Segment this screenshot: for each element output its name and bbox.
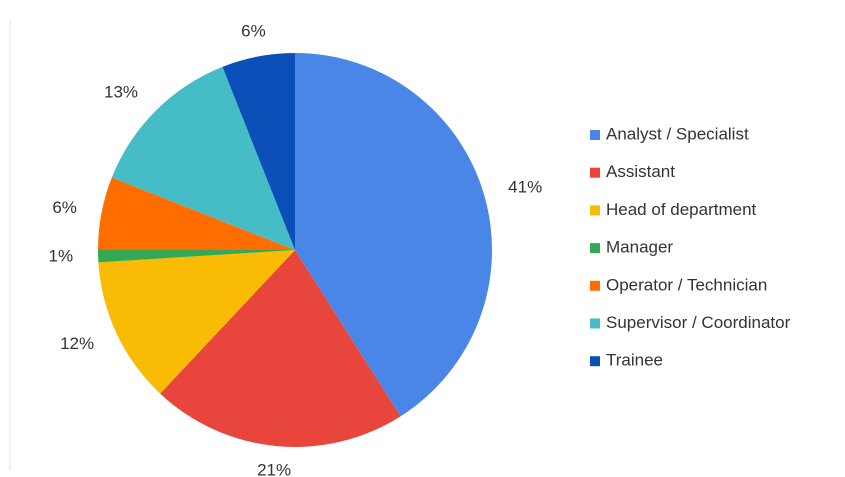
legend-swatch — [590, 130, 600, 140]
legend-swatch — [590, 356, 600, 367]
legend-swatch — [590, 243, 600, 254]
pie-slice — [295, 53, 493, 417]
legend-label: Head of department — [606, 200, 757, 219]
slice-label: 41% — [508, 178, 542, 197]
slice-label: 1% — [49, 246, 74, 265]
pie-slice — [222, 53, 295, 250]
pie-slice — [160, 250, 401, 447]
legend-label: Manager — [606, 238, 673, 257]
slice-label: 13% — [104, 83, 138, 102]
legend-label: Trainee — [606, 351, 663, 370]
legend-swatch — [590, 205, 600, 216]
pie-slice — [111, 66, 295, 250]
legend-label: Operator / Technician — [606, 275, 767, 294]
slice-label: 21% — [257, 460, 291, 477]
legend-swatch — [590, 280, 600, 291]
pie-slice — [98, 177, 295, 250]
legend-swatch — [590, 167, 600, 178]
pie-slice — [98, 250, 295, 394]
legend-swatch — [590, 318, 600, 329]
legend-label: Analyst / Specialist — [606, 124, 749, 143]
slice-label: 6% — [241, 21, 266, 40]
legend-label: Assistant — [606, 162, 675, 181]
slice-label: 12% — [60, 334, 94, 353]
pie-slice — [98, 250, 295, 263]
slice-label: 6% — [52, 198, 77, 217]
legend-label: Supervisor / Coordinator — [606, 313, 791, 332]
